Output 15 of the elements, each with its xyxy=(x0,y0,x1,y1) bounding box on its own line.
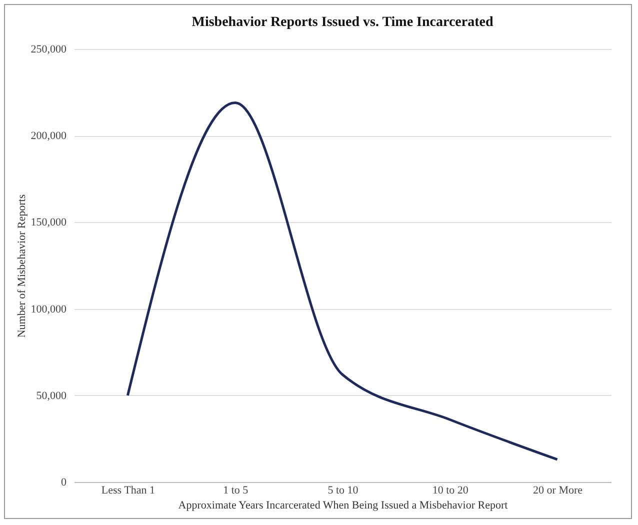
chart-title: Misbehavior Reports Issued vs. Time Incarcerated xyxy=(192,15,494,30)
y-tick-label: 250,000 xyxy=(30,44,67,56)
x-tick-label: Less Than 1 xyxy=(101,484,155,496)
y-tick-label: 200,000 xyxy=(30,130,67,142)
y-tick-label: 50,000 xyxy=(36,390,67,402)
y-tick-label: 150,000 xyxy=(30,216,67,229)
x-tick-label: 5 to 10 xyxy=(328,484,359,496)
line-series xyxy=(126,101,559,461)
x-tick-label: 10 to 20 xyxy=(432,484,469,496)
x-axis-title: Approximate Years Incarcerated When Being Issued a Misbehavior Report xyxy=(178,500,508,512)
y-tick-label: 0 xyxy=(61,476,67,488)
y-tick-label: 100,000 xyxy=(30,303,67,316)
y-axis-title: Number of Misbehavior Reports xyxy=(16,194,28,338)
x-tick-label: 20 or More xyxy=(533,484,583,496)
x-tick-label: 1 to 5 xyxy=(223,484,249,496)
